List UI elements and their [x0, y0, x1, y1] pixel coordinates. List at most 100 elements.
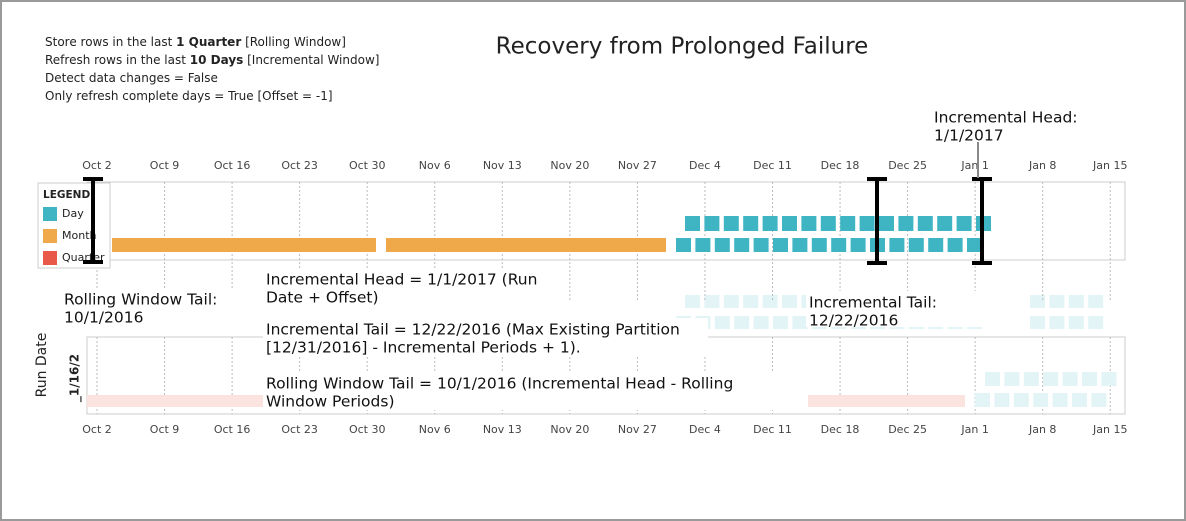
note: Refresh rows in the last 10 Days [Increm… — [45, 53, 379, 67]
faded-block — [994, 393, 1010, 407]
month-bar — [386, 238, 666, 252]
x-axis-label: Dec 4 — [689, 423, 721, 436]
faded-block — [985, 372, 1000, 386]
annotation-bg — [806, 291, 1021, 327]
faded-block — [1052, 393, 1068, 407]
chart-title: Recovery from Prolonged Failure — [496, 34, 869, 60]
x-axis-label: Oct 16 — [214, 159, 251, 172]
faded-block — [1033, 393, 1049, 407]
faded-block — [753, 316, 769, 329]
x-axis-label: Nov 13 — [483, 159, 522, 172]
note-part: 10 Days — [190, 53, 244, 67]
legend-swatch — [43, 251, 57, 265]
annotation: [12/31/2016] - Incremental Periods + 1). — [266, 339, 581, 357]
faded-block — [782, 295, 797, 308]
run-date-label: _1/16/2 — [68, 354, 83, 402]
faded-block — [773, 316, 788, 329]
faded-block — [1004, 372, 1020, 386]
x-axis-label: Nov 27 — [618, 159, 657, 172]
day-block — [773, 238, 788, 252]
day-block — [782, 216, 797, 231]
day-block — [840, 216, 856, 231]
day-block — [714, 238, 730, 252]
y-axis-title: Run Date — [34, 333, 50, 398]
x-axis-label: Oct 23 — [281, 423, 318, 436]
faded-block — [1088, 295, 1104, 308]
note: Detect data changes = False — [45, 71, 218, 85]
faded-block — [1068, 295, 1084, 308]
note: Only refresh complete days = True [Offse… — [45, 89, 333, 103]
day-block — [753, 238, 769, 252]
x-axis-label: Dec 4 — [689, 159, 721, 172]
x-axis-label: Oct 30 — [349, 423, 386, 436]
day-block — [695, 238, 711, 252]
faded-block — [1068, 316, 1084, 329]
faded-block — [704, 295, 720, 308]
faded-block — [734, 316, 750, 329]
day-block — [850, 238, 866, 252]
note-part: [Incremental Window] — [243, 53, 379, 67]
legend-swatch — [43, 229, 57, 243]
annotation: Incremental Head: — [934, 109, 1078, 127]
faded-block — [1062, 372, 1078, 386]
day-block — [801, 216, 817, 231]
content: Store rows in the last 1 Quarter [Rollin… — [34, 35, 1127, 437]
day-block — [859, 216, 875, 231]
annotation: Date + Offset) — [266, 289, 379, 307]
legend-swatch — [43, 207, 57, 221]
faded-block — [714, 316, 730, 329]
day-block — [908, 238, 924, 252]
faded-block — [1030, 316, 1045, 329]
note-part: 1 Quarter — [176, 35, 241, 49]
x-axis-label: Oct 9 — [150, 423, 180, 436]
annotation: Incremental Head = 1/1/2017 (Run — [266, 271, 537, 289]
x-axis-label: Dec 25 — [888, 423, 927, 436]
day-block — [723, 216, 739, 231]
x-axis-label: Oct 2 — [82, 423, 112, 436]
day-block — [898, 216, 914, 231]
annotation: Incremental Tail: — [809, 294, 937, 312]
faded-block — [1049, 295, 1065, 308]
annotation-bg — [263, 318, 708, 356]
annotation-bg — [931, 106, 1081, 142]
day-block — [889, 238, 905, 252]
legend-title: LEGEND — [43, 189, 90, 201]
faded-block — [685, 295, 700, 308]
note-part: Refresh rows in the last — [45, 53, 190, 67]
x-axis-label: Nov 6 — [419, 423, 451, 436]
x-axis-label: Oct 9 — [150, 159, 180, 172]
legend-label: Day — [62, 207, 84, 220]
note: Store rows in the last 1 Quarter [Rollin… — [45, 35, 346, 49]
x-axis-label: Nov 20 — [550, 423, 589, 436]
legend-label: Month — [62, 229, 97, 242]
day-block — [676, 238, 691, 252]
faded-block — [1043, 372, 1059, 386]
annotation: 12/22/2016 — [809, 312, 898, 330]
faded-block — [1030, 295, 1045, 308]
annotation: Window Periods) — [266, 393, 395, 411]
x-axis-label: Oct 2 — [82, 159, 112, 172]
day-block — [792, 238, 808, 252]
annotation: Rolling Window Tail = 10/1/2016 (Increme… — [266, 375, 733, 393]
annotation-bg — [263, 372, 808, 410]
annotation-bg — [61, 288, 256, 324]
x-axis-label: Nov 27 — [618, 423, 657, 436]
day-block — [685, 216, 700, 231]
x-axis-label: Dec 11 — [753, 423, 792, 436]
day-block — [917, 216, 933, 231]
annotation: Incremental Tail = 12/22/2016 (Max Exist… — [266, 321, 680, 339]
faded-block — [1091, 393, 1107, 407]
x-axis-label: Jan 15 — [1092, 423, 1127, 436]
note-part: Only refresh complete days = True [Offse… — [45, 89, 333, 103]
x-axis-label: Dec 18 — [821, 423, 860, 436]
annotation: 1/1/2017 — [934, 127, 1004, 145]
faded-block — [723, 295, 739, 308]
annotation: Rolling Window Tail: — [64, 291, 217, 309]
x-axis-label: Oct 23 — [281, 159, 318, 172]
day-block — [956, 216, 972, 231]
day-block — [743, 216, 759, 231]
faded-block — [1082, 372, 1097, 386]
day-block — [811, 238, 827, 252]
x-axis-label: Jan 1 — [960, 159, 988, 172]
day-block — [928, 238, 944, 252]
